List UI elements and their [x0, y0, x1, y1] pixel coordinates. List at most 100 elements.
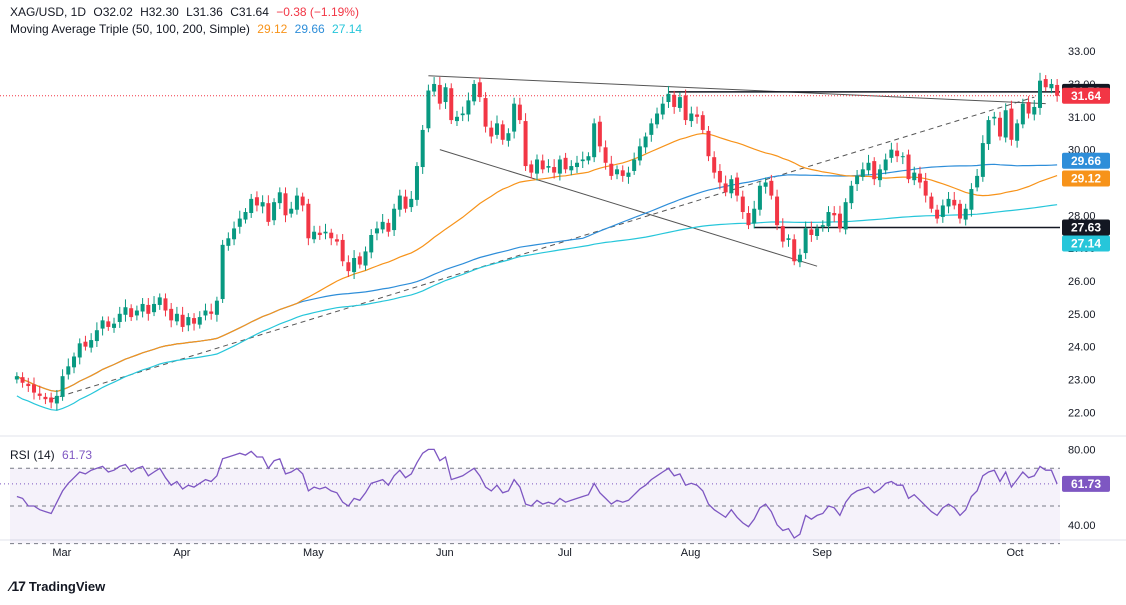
ma-title[interactable]: Moving Average Triple (50, 100, 200, Sim…: [10, 22, 250, 36]
ma100-value: 29.66: [294, 22, 325, 36]
candle-body: [426, 90, 431, 129]
ma50-value: 29.12: [257, 22, 288, 36]
candle-body: [740, 196, 745, 213]
candle-body: [815, 228, 820, 236]
candle-body: [506, 133, 511, 141]
candle-body: [449, 88, 454, 121]
candle-body: [249, 198, 254, 214]
candle-body: [609, 163, 614, 176]
candle-body: [957, 203, 962, 219]
candle-body: [935, 209, 940, 219]
candle-body: [666, 93, 671, 103]
price-label-bg-3: [1062, 170, 1110, 187]
candle-body: [466, 100, 471, 115]
candle-body: [483, 98, 488, 127]
open-value: O32.02: [93, 5, 133, 19]
candle-body: [409, 198, 414, 208]
candle-body: [603, 147, 608, 163]
candle-body: [866, 162, 871, 171]
candle-body: [43, 396, 48, 400]
high-value: H32.30: [140, 5, 179, 19]
candle-body: [346, 262, 351, 272]
candle-body: [592, 123, 597, 158]
candle-body: [1037, 80, 1042, 108]
rsi-line: [16, 448, 1058, 539]
candle-body: [626, 172, 631, 177]
candle-body: [117, 313, 122, 323]
candle-body: [26, 383, 31, 387]
candle-body: [826, 212, 831, 227]
candle-body: [363, 251, 368, 266]
candle-body: [992, 116, 997, 119]
candle-body: [20, 377, 25, 383]
rsi-title[interactable]: RSI (14): [10, 448, 55, 462]
candle-body: [837, 213, 842, 229]
price-tick-label-6: 28.00: [1068, 210, 1096, 222]
candle-body: [334, 239, 339, 242]
price-tick-label-2: 24.00: [1068, 342, 1096, 354]
price-label-2: 29.66: [1071, 154, 1101, 168]
candle-body: [340, 239, 345, 262]
candle-body: [620, 170, 625, 176]
candle-body: [272, 202, 277, 221]
candle-body: [129, 308, 134, 318]
candle-body: [1026, 102, 1031, 114]
candle-body: [106, 321, 111, 327]
rsi-header: RSI (14) 61.73: [10, 448, 96, 462]
candle-body: [729, 179, 734, 194]
tradingview-logo[interactable]: ⁄17 TradingView: [10, 578, 105, 594]
candle-body: [717, 170, 722, 183]
price-tick-label-11: 33.00: [1068, 46, 1096, 58]
candle-body: [969, 189, 974, 210]
candle-body: [660, 103, 665, 115]
candle-body: [66, 366, 71, 375]
candle-body: [632, 159, 637, 171]
rsi-tick-label-0: 40.00: [1068, 520, 1096, 532]
candle-body: [735, 177, 740, 196]
candle-body: [695, 114, 700, 117]
candle-body: [157, 297, 162, 305]
candle-body: [83, 341, 88, 347]
symbol-label[interactable]: XAG/USD, 1D: [10, 5, 87, 19]
candle-body: [557, 159, 562, 174]
candle-body: [32, 384, 37, 393]
candle-body: [540, 160, 545, 170]
tradingview-icon: ⁄17: [10, 578, 26, 594]
candle-body: [89, 340, 94, 348]
ma200-line: [16, 204, 1058, 411]
candle-body: [306, 203, 311, 239]
candle-body: [489, 127, 494, 137]
candle-body: [637, 146, 642, 161]
candle-body: [49, 397, 54, 403]
low-value: L31.36: [186, 5, 223, 19]
candle-body: [803, 228, 808, 254]
rsi-value-label: 61.73: [1071, 477, 1101, 491]
candle-body: [523, 121, 528, 167]
candle-body: [226, 238, 231, 246]
candle-body: [112, 323, 117, 328]
candle-body: [277, 192, 282, 204]
price-label-1: 31.64: [1071, 89, 1101, 103]
candle-body: [100, 320, 105, 329]
candle-body: [512, 103, 517, 132]
candle-body: [906, 154, 911, 180]
candle-body: [655, 113, 660, 125]
change-value: −0.38 (−1.19%): [276, 5, 359, 19]
candle-body: [243, 212, 248, 220]
ma100-line: [16, 163, 1058, 393]
candle-body: [569, 166, 574, 171]
candle-body: [649, 123, 654, 135]
candle-body: [352, 257, 357, 273]
candle-body: [752, 208, 757, 224]
price-label-bg-5: [1062, 235, 1110, 252]
time-tick-label-7: Oct: [1006, 547, 1023, 559]
candle-body: [500, 124, 505, 140]
candle-body: [72, 356, 77, 368]
ma-header: Moving Average Triple (50, 100, 200, Sim…: [10, 22, 366, 36]
candle-body: [420, 129, 425, 168]
candle-body: [494, 123, 499, 135]
candle-body: [677, 97, 682, 108]
candle-body: [146, 304, 151, 314]
candle-body: [186, 317, 191, 326]
candle-body: [232, 228, 237, 240]
